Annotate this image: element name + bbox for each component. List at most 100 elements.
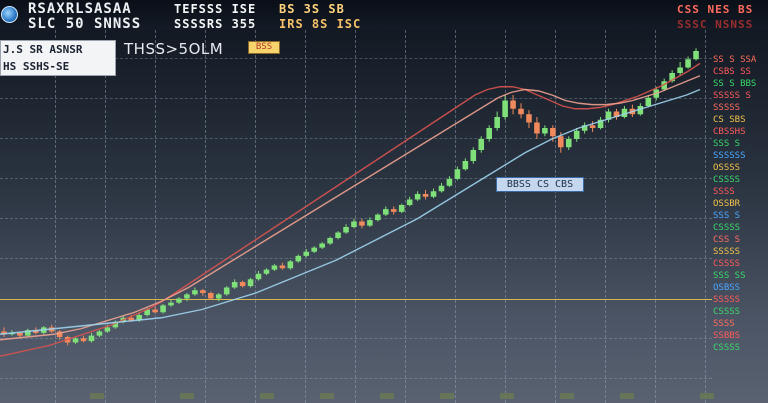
- candle-body[interactable]: [104, 327, 111, 332]
- candle-body[interactable]: [33, 330, 39, 333]
- candle-body[interactable]: [25, 330, 31, 336]
- candle-body[interactable]: [422, 194, 429, 197]
- candle-body[interactable]: [17, 332, 23, 336]
- grid-line-vertical: [105, 30, 106, 403]
- candle-body[interactable]: [558, 136, 564, 148]
- time-axis-tick: [700, 393, 714, 399]
- grid-line-horizontal: [0, 98, 712, 99]
- candle-body[interactable]: [335, 232, 341, 239]
- candle-body[interactable]: [192, 290, 198, 295]
- candle-body[interactable]: [359, 221, 365, 226]
- candle-body[interactable]: [677, 67, 683, 74]
- candle-body[interactable]: [144, 309, 150, 316]
- candle-body[interactable]: [96, 331, 103, 336]
- candle-body[interactable]: [621, 108, 628, 117]
- candle-body[interactable]: [168, 302, 174, 306]
- candle-body[interactable]: [327, 238, 333, 244]
- candle-body[interactable]: [573, 130, 580, 139]
- candle-body[interactable]: [303, 251, 310, 256]
- candle-body[interactable]: [494, 117, 500, 128]
- price-level-line: [0, 299, 712, 300]
- candle-body[interactable]: [661, 81, 667, 90]
- chart-title: THSS>5OLM: [124, 40, 224, 58]
- candle-body[interactable]: [319, 243, 325, 248]
- candle-body[interactable]: [367, 220, 373, 226]
- candle-body[interactable]: [542, 128, 548, 134]
- candle-body[interactable]: [112, 321, 119, 328]
- title-badge[interactable]: BSS: [248, 41, 280, 54]
- candle-body[interactable]: [406, 199, 413, 206]
- candle-body[interactable]: [1, 331, 7, 335]
- candle-body[interactable]: [669, 73, 675, 82]
- time-axis-tick: [440, 393, 454, 399]
- candle-body[interactable]: [454, 169, 461, 179]
- candle-body[interactable]: [526, 114, 532, 123]
- time-axis-tick: [90, 393, 104, 399]
- candle-body[interactable]: [176, 298, 182, 303]
- grid-line-vertical: [455, 30, 456, 403]
- candle-body[interactable]: [239, 282, 246, 287]
- candlestick-chart[interactable]: [0, 0, 712, 403]
- candle-body[interactable]: [351, 221, 357, 228]
- candle-body[interactable]: [597, 119, 604, 128]
- app-logo[interactable]: [1, 6, 18, 23]
- time-axis: [0, 391, 714, 403]
- candle-body[interactable]: [200, 290, 206, 293]
- candle-body[interactable]: [613, 111, 620, 118]
- candle-body[interactable]: [430, 191, 437, 197]
- candle-body[interactable]: [534, 122, 540, 134]
- candle-body[interactable]: [438, 185, 445, 192]
- candle-body[interactable]: [510, 100, 516, 109]
- candle-body[interactable]: [375, 214, 381, 221]
- candle-body[interactable]: [486, 128, 492, 139]
- candle-body[interactable]: [223, 287, 230, 295]
- candle-body[interactable]: [56, 331, 63, 338]
- candle-body[interactable]: [589, 125, 596, 128]
- price-axis-label: CSSSS: [713, 343, 741, 353]
- price-axis-label: SSSSS S: [713, 91, 751, 101]
- header-price-text: BS 3S SB IRS 8S ISC: [279, 2, 361, 32]
- candle-body[interactable]: [255, 273, 262, 280]
- candle-body[interactable]: [295, 255, 302, 262]
- candle-body[interactable]: [637, 106, 644, 115]
- candle-body[interactable]: [478, 139, 485, 150]
- candle-body[interactable]: [128, 317, 135, 321]
- candle-body[interactable]: [390, 209, 397, 212]
- candle-body[interactable]: [271, 265, 278, 270]
- price-axis-label: CSBS SS: [713, 67, 751, 77]
- candle-body[interactable]: [550, 128, 556, 137]
- candle-body[interactable]: [287, 261, 294, 269]
- candle-body[interactable]: [645, 97, 652, 106]
- candle-body[interactable]: [565, 139, 572, 148]
- candle-body[interactable]: [383, 209, 389, 215]
- candle-body[interactable]: [72, 338, 79, 343]
- candle-body[interactable]: [184, 294, 190, 299]
- candle-body[interactable]: [80, 338, 87, 342]
- candle-body[interactable]: [470, 150, 477, 161]
- time-axis-tick: [180, 393, 194, 399]
- candle-body[interactable]: [414, 194, 421, 200]
- candle-body[interactable]: [263, 269, 270, 274]
- candle-body[interactable]: [502, 100, 508, 118]
- candle-body[interactable]: [581, 125, 588, 131]
- candle-body[interactable]: [88, 335, 95, 342]
- candle-body[interactable]: [462, 161, 469, 170]
- candle-body[interactable]: [518, 108, 524, 115]
- candle-body[interactable]: [311, 247, 317, 252]
- candle-body[interactable]: [152, 309, 158, 313]
- candle-body[interactable]: [605, 111, 612, 120]
- candle-body[interactable]: [231, 282, 238, 288]
- candle-body[interactable]: [160, 305, 166, 313]
- candle-body[interactable]: [446, 178, 453, 186]
- candle-body[interactable]: [343, 227, 349, 233]
- candle-body[interactable]: [279, 265, 286, 269]
- candle-body[interactable]: [685, 59, 691, 68]
- candle-body[interactable]: [247, 279, 254, 287]
- candle-body[interactable]: [208, 293, 214, 299]
- header-symbol-text: RSAXRLSASAA SLC 50 SNNSS: [28, 2, 141, 32]
- candle-body[interactable]: [693, 51, 699, 60]
- candle-body[interactable]: [215, 294, 222, 299]
- price-axis-label: CSSSS: [713, 175, 741, 185]
- candle-body[interactable]: [398, 205, 405, 212]
- candle-body[interactable]: [136, 315, 142, 321]
